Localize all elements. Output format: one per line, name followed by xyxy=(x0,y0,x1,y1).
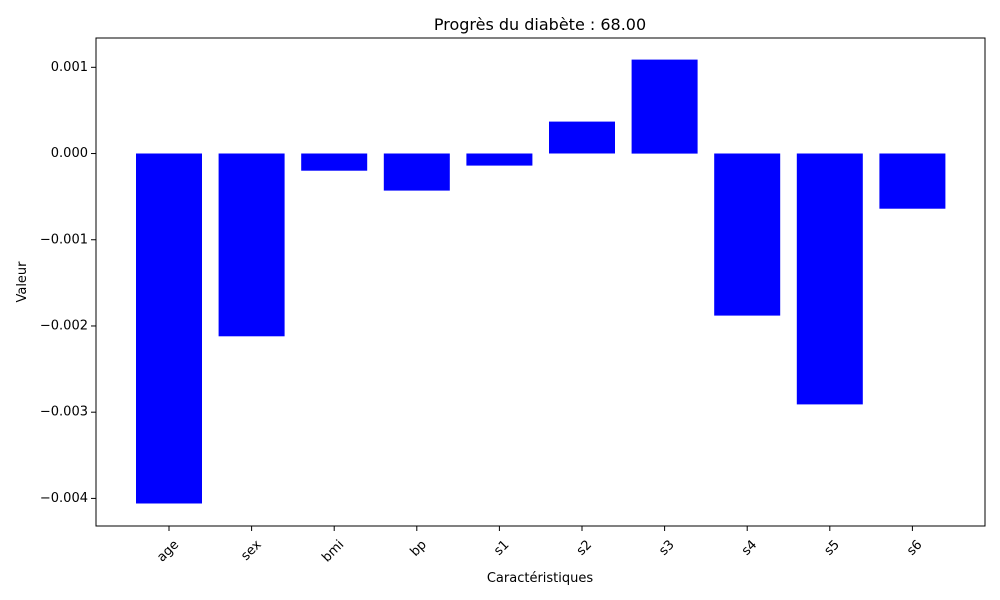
bar-s3 xyxy=(631,59,698,154)
bar-s5 xyxy=(796,153,863,405)
x-tick-label: s3 xyxy=(656,537,677,558)
y-axis-label: Valeur xyxy=(15,261,30,303)
x-tick-label: s4 xyxy=(739,537,760,558)
x-tick-label: s2 xyxy=(574,537,595,558)
bar-s6 xyxy=(879,153,946,209)
bar-s1 xyxy=(466,153,533,166)
x-axis-ticks: age sex bmi bp s1 s2 s3 s4 s5 s6 xyxy=(154,526,925,565)
x-tick-label: s1 xyxy=(491,537,512,558)
x-tick-label: sex xyxy=(238,537,265,564)
y-tick-label: −0.002 xyxy=(40,318,88,333)
y-tick-label: −0.004 xyxy=(40,491,88,506)
chart-title: Progrès du diabète : 68.00 xyxy=(434,15,646,34)
x-tick-label: s5 xyxy=(822,537,843,558)
bars-group xyxy=(136,59,946,504)
y-tick-label: −0.001 xyxy=(40,232,88,247)
y-tick-label: −0.003 xyxy=(40,405,88,420)
y-tick-label: 0.000 xyxy=(51,146,88,161)
x-tick-label: bmi xyxy=(319,537,347,565)
x-tick-label: s6 xyxy=(904,537,925,558)
y-axis-ticks: 0.001 0.000 −0.001 −0.002 −0.003 −0.004 xyxy=(40,60,96,506)
y-tick-label: 0.001 xyxy=(51,60,88,75)
bar-s2 xyxy=(549,121,615,154)
bar-age xyxy=(136,153,202,504)
bar-s4 xyxy=(714,153,781,316)
plot-area-frame xyxy=(95,37,986,527)
bar-sex xyxy=(218,153,285,337)
x-tick-label: age xyxy=(154,537,182,565)
bar-bp xyxy=(383,153,450,191)
bar-bmi xyxy=(301,153,368,171)
x-axis-label: Caractéristiques xyxy=(487,571,594,586)
x-tick-label: bp xyxy=(408,537,430,559)
